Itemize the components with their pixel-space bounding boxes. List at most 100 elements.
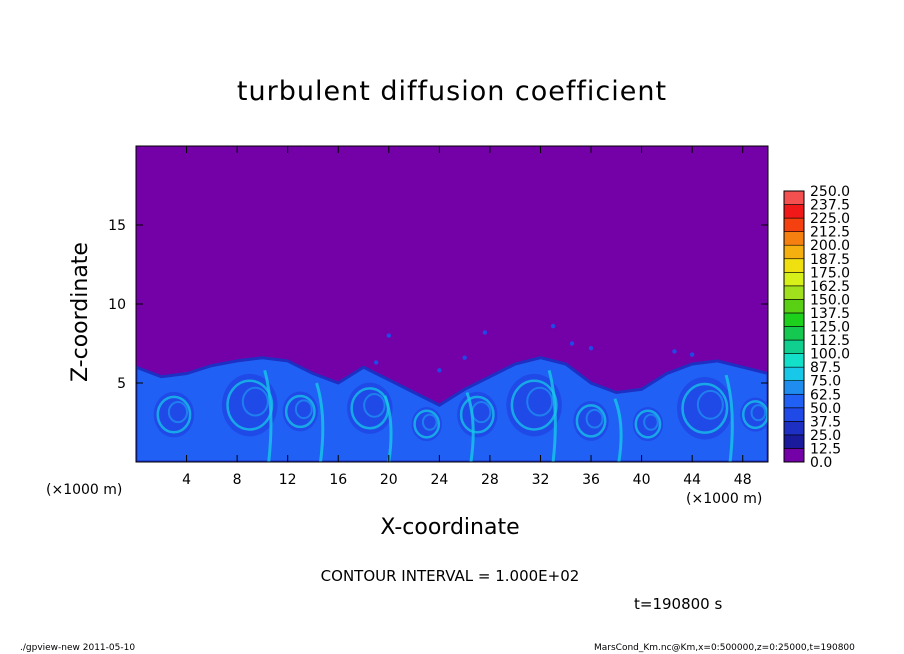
updraft-plume [613, 398, 623, 462]
cloudlet [550, 323, 556, 329]
updraft-plume [315, 382, 325, 462]
colorbar-label: 237.5 [810, 198, 850, 214]
x-tick-label: 16 [329, 472, 347, 488]
x-unit-label-left: (×1000 m) [46, 482, 123, 498]
cloudlet [588, 346, 594, 351]
cloudlet [437, 368, 442, 373]
colorbar-label: 37.5 [810, 414, 841, 430]
colorbar-swatch [783, 231, 805, 246]
colorbar-swatch [783, 353, 805, 368]
updraft-plume [383, 395, 393, 462]
plot-area [136, 146, 768, 462]
x-tick-label: 44 [683, 472, 701, 488]
eddy-ring [156, 395, 192, 434]
colorbar-swatch [783, 285, 805, 300]
colorbar: 0.012.525.037.550.062.575.087.5100.0112.… [783, 184, 850, 471]
cloudlet [672, 349, 677, 354]
updraft-plume [263, 369, 273, 462]
colorbar-swatch [783, 339, 805, 354]
colorbar-label: 87.5 [810, 360, 841, 376]
eddy-ring [741, 400, 768, 430]
colorbar-swatch [783, 326, 805, 341]
eddy-ring [681, 382, 729, 434]
x-unit-label-right: (×1000 m) [686, 491, 763, 507]
eddy-core [457, 391, 498, 438]
x-tick-label: 4 [182, 472, 191, 488]
colorbar-label: 225.0 [810, 211, 850, 227]
eddy-core [506, 373, 562, 437]
chart-title: turbulent diffusion coefficient [236, 76, 668, 107]
colorbar-label: 50.0 [810, 401, 841, 417]
colorbar-swatch [783, 380, 805, 395]
x-tick-label: 20 [380, 472, 398, 488]
colorbar-swatch [783, 434, 805, 449]
eddy-core [282, 391, 319, 432]
x-tick-label: 40 [633, 472, 651, 488]
eddy-ring [459, 395, 495, 434]
updraft-plume [724, 374, 734, 462]
eddy-core [676, 376, 733, 440]
y-axis-label: Z-coordinate [68, 242, 93, 382]
colorbar-swatch [783, 190, 805, 205]
eddy-inner-ring [696, 389, 724, 420]
time-stamp: t=190800 s [634, 595, 723, 613]
colorbar-label: 0.0 [810, 455, 832, 471]
cloudlet [569, 341, 575, 346]
cloudlet [373, 360, 379, 365]
x-tick-label: 28 [481, 472, 499, 488]
x-tick-label: 8 [233, 472, 242, 488]
colorbar-label: 12.5 [810, 441, 841, 457]
eddy-ring [413, 409, 441, 439]
eddy-core [221, 373, 278, 437]
y-tick-label: 15 [108, 218, 126, 234]
colorbar-label: 187.5 [810, 252, 850, 268]
cloudlet [462, 355, 467, 360]
x-tick-label: 48 [734, 472, 752, 488]
colorbar-label: 137.5 [810, 306, 850, 322]
footer-program-date: ./gpview-new 2011-05-10 [20, 643, 136, 653]
updraft-plume [547, 369, 557, 462]
colorbar-label: 125.0 [810, 320, 850, 336]
x-axis-label: X-coordinate [380, 515, 520, 540]
colorbar-label: 75.0 [810, 374, 841, 390]
eddy-ring [284, 394, 316, 429]
eddy-inner-ring [167, 400, 189, 424]
eddy-inner-ring [363, 393, 386, 418]
colorbar-swatch [783, 271, 805, 287]
colorbar-swatch [783, 393, 805, 409]
eddy-inner-ring [526, 386, 554, 417]
colorbar-swatch [783, 299, 805, 314]
x-tick-label: 12 [279, 472, 297, 488]
eddy-ring [634, 409, 662, 439]
x-tick-label: 32 [532, 472, 550, 488]
footer-file-info: MarsCond_Km.nc@Km,x=0:500000,z=0:25000,t… [594, 643, 855, 653]
updraft-plume [465, 391, 475, 462]
x-tick-label: 36 [582, 472, 600, 488]
colorbar-label: 162.5 [810, 279, 850, 295]
eddy-inner-ring [294, 399, 313, 420]
eddy-ring [510, 379, 558, 431]
colorbar-label: 112.5 [810, 333, 850, 349]
colorbar-swatch [783, 421, 805, 436]
colorbar-label: 100.0 [810, 347, 850, 363]
eddy-ring [226, 379, 274, 431]
eddy-core [573, 401, 609, 441]
colorbar-label: 250.0 [810, 184, 850, 200]
colorbar-label: 25.0 [810, 428, 841, 444]
cloudlet [386, 333, 391, 338]
colorbar-swatch [783, 258, 805, 273]
cloudlet [689, 352, 695, 357]
colorbar-label: 175.0 [810, 265, 850, 281]
y-tick-label: 5 [117, 376, 126, 392]
colorbar-label: 62.5 [810, 387, 841, 403]
colorbar-swatch [783, 312, 805, 327]
x-tick-label: 24 [430, 472, 448, 488]
colorbar-swatch [783, 204, 805, 219]
cloudlet [482, 330, 488, 335]
eddy-ring [575, 404, 607, 438]
colorbar-label: 150.0 [810, 292, 850, 308]
eddy-inner-ring [421, 413, 438, 431]
eddy-inner-ring [643, 413, 659, 431]
